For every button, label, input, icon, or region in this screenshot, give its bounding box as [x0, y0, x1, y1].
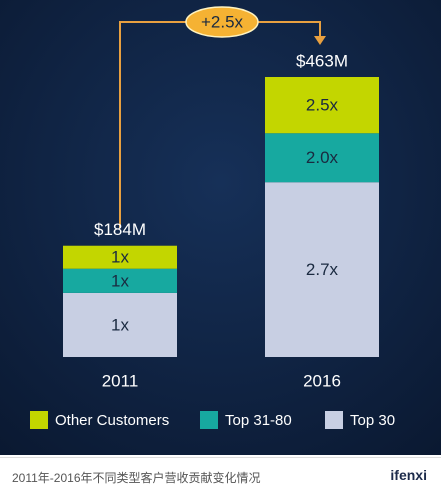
arrow-head	[314, 36, 326, 45]
segment-label: 1x	[111, 315, 129, 334]
total-label: $463M	[296, 51, 348, 70]
chart: +2.5x 1x 1x 1x $184M 2011 2.7x 2.0x 2.5x $463M 20…	[0, 0, 441, 455]
segment-label: 2.0x	[306, 148, 339, 167]
legend-swatch	[200, 411, 218, 429]
bar-segment	[63, 268, 177, 293]
bar-segment	[63, 245, 177, 269]
total-label: $184M	[94, 220, 146, 239]
legend-swatch	[325, 411, 343, 429]
legend-label: Top 31-80	[225, 412, 292, 429]
bar-segment	[63, 292, 177, 357]
segment-label: 1x	[111, 248, 129, 267]
legend-label: Other Customers	[55, 412, 169, 429]
bar-segment	[265, 182, 379, 357]
segment-label: 2.7x	[306, 260, 339, 279]
legend-label: Top 30	[350, 412, 395, 429]
footer: 2011年-2016年不同类型客户营收贡献变化情况 ifenxi	[0, 457, 441, 495]
annotation: +2.5x	[201, 12, 244, 31]
legend-swatch	[30, 411, 48, 429]
bar-segment	[265, 133, 379, 183]
segment-label: 1x	[111, 271, 129, 290]
annotation-badge	[185, 6, 259, 38]
x-tick-label: 2016	[303, 371, 341, 390]
caption: 2011年-2016年不同类型客户营收贡献变化情况	[12, 471, 261, 485]
x-tick-label: 2011	[102, 371, 139, 390]
segment-label: 2.5x	[306, 96, 339, 115]
bar-segment	[265, 77, 379, 134]
logo: ifenxi	[390, 467, 427, 483]
